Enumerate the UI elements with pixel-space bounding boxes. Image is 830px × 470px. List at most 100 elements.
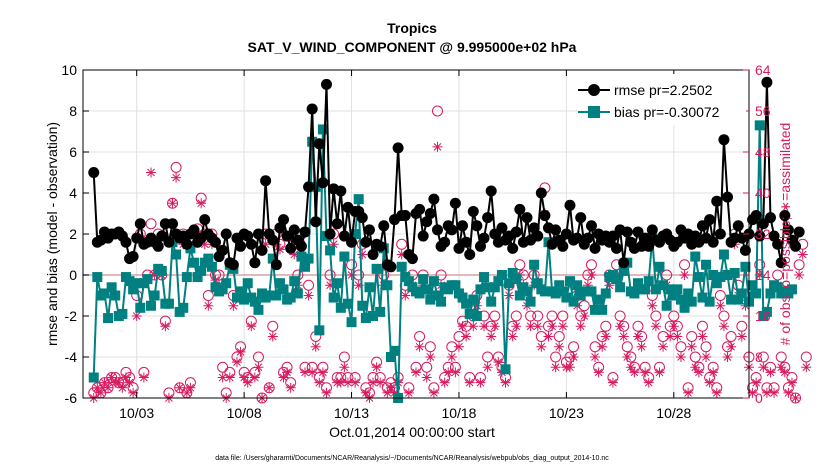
bias-point xyxy=(715,272,726,283)
bias-point xyxy=(772,282,783,293)
bias-point xyxy=(511,274,522,285)
possible-obs-point xyxy=(718,310,730,322)
assimilated-obs-point xyxy=(593,367,604,378)
bias-point xyxy=(450,280,461,291)
rmse-point xyxy=(363,224,375,236)
bias-point xyxy=(718,249,729,260)
assimilated-obs-point xyxy=(253,362,264,373)
possible-obs-point xyxy=(482,351,494,363)
bias-point xyxy=(665,284,676,295)
possible-obs-point xyxy=(650,310,662,322)
assimilated-obs-point xyxy=(650,321,661,332)
rmse-point xyxy=(181,238,193,250)
possible-obs-point xyxy=(679,259,691,271)
possible-obs-point xyxy=(736,320,748,332)
bias-point xyxy=(629,288,640,299)
y2-tick-label: 0 xyxy=(755,390,763,406)
assimilated-obs-point xyxy=(403,387,414,398)
possible-obs-point xyxy=(378,269,390,281)
bias-point xyxy=(342,298,353,309)
assimilated-obs-point xyxy=(120,372,131,383)
bias-point xyxy=(507,267,518,278)
bias-point xyxy=(586,286,597,297)
assimilated-obs-point xyxy=(181,387,192,398)
assimilated-obs-point xyxy=(103,382,114,393)
assimilated-obs-point xyxy=(486,331,497,342)
possible-obs-point xyxy=(532,310,544,322)
bias-point xyxy=(128,284,139,295)
bias-point xyxy=(88,372,99,383)
rmse-point xyxy=(539,210,551,222)
possible-obs-point xyxy=(614,310,626,322)
assimilated-obs-point xyxy=(242,377,253,388)
assimilated-obs-point xyxy=(550,362,561,373)
bias-point xyxy=(278,284,289,295)
assimilated-obs-point xyxy=(357,249,368,260)
rmse-point xyxy=(331,218,343,230)
rmse-point xyxy=(772,238,784,250)
bias-point xyxy=(178,302,189,313)
assimilated-obs-point xyxy=(618,331,629,342)
assimilated-obs-point xyxy=(500,377,511,388)
assimilated-obs-point xyxy=(421,372,432,383)
assimilated-obs-point xyxy=(224,372,235,383)
legend-box xyxy=(578,74,746,126)
bias-point xyxy=(683,288,694,299)
rmse-point xyxy=(478,232,490,244)
bias-point xyxy=(364,282,375,293)
possible-obs-point xyxy=(421,361,433,373)
bias-point xyxy=(514,290,525,301)
x-tick-label: 10/03 xyxy=(119,405,154,421)
bias-point xyxy=(389,345,400,356)
y-tick-label: -2 xyxy=(65,308,78,324)
bias-point xyxy=(701,259,712,270)
assimilated-obs-point xyxy=(457,321,468,332)
bias-point xyxy=(697,292,708,303)
legend-bias-marker xyxy=(588,106,600,118)
assimilated-obs-point xyxy=(117,382,128,393)
assimilated-obs-point xyxy=(400,290,411,301)
rmse-point xyxy=(278,214,290,226)
bias-point xyxy=(532,278,543,289)
assimilated-obs-point xyxy=(675,352,686,362)
rmse-point xyxy=(439,236,451,248)
assimilated-obs-point xyxy=(432,141,443,152)
bias-point xyxy=(156,265,167,276)
assimilated-obs-point xyxy=(350,377,361,388)
assimilated-obs-point xyxy=(489,321,500,332)
assimilated-obs-point xyxy=(464,377,475,388)
rmse-point xyxy=(618,257,630,269)
assimilated-obs-point xyxy=(453,341,464,352)
assimilated-obs-point xyxy=(779,367,790,378)
possible-obs-point xyxy=(489,310,501,322)
rmse-point xyxy=(428,193,440,205)
bias-point xyxy=(371,263,382,274)
rmse-point xyxy=(346,236,358,248)
rmse-point xyxy=(453,242,465,254)
rmse-point xyxy=(732,220,744,232)
possible-obs-point xyxy=(621,341,633,353)
rmse-point xyxy=(550,224,562,236)
bias-point xyxy=(206,261,217,272)
assimilated-obs-point xyxy=(693,367,704,378)
assimilated-obs-point xyxy=(625,362,636,373)
bias-point xyxy=(231,292,242,303)
possible-obs-point xyxy=(550,351,562,363)
rmse-point xyxy=(335,185,347,197)
possible-obs-point xyxy=(414,331,426,342)
assimilated-obs-point xyxy=(758,362,769,373)
rmse-point xyxy=(385,261,397,273)
rmse-point xyxy=(489,228,501,240)
bias-point xyxy=(292,288,303,299)
bias-point xyxy=(196,265,207,276)
bias-point xyxy=(271,290,282,301)
rmse-point xyxy=(704,214,716,226)
assimilated-obs-point xyxy=(314,377,325,388)
assimilated-obs-point xyxy=(278,372,289,383)
bias-point xyxy=(135,302,146,313)
assimilated-obs-point xyxy=(346,270,357,280)
rmse-point xyxy=(367,249,379,260)
assimilated-obs-point xyxy=(267,331,278,342)
assimilated-obs-point xyxy=(468,321,479,332)
rmse-point xyxy=(249,257,261,269)
